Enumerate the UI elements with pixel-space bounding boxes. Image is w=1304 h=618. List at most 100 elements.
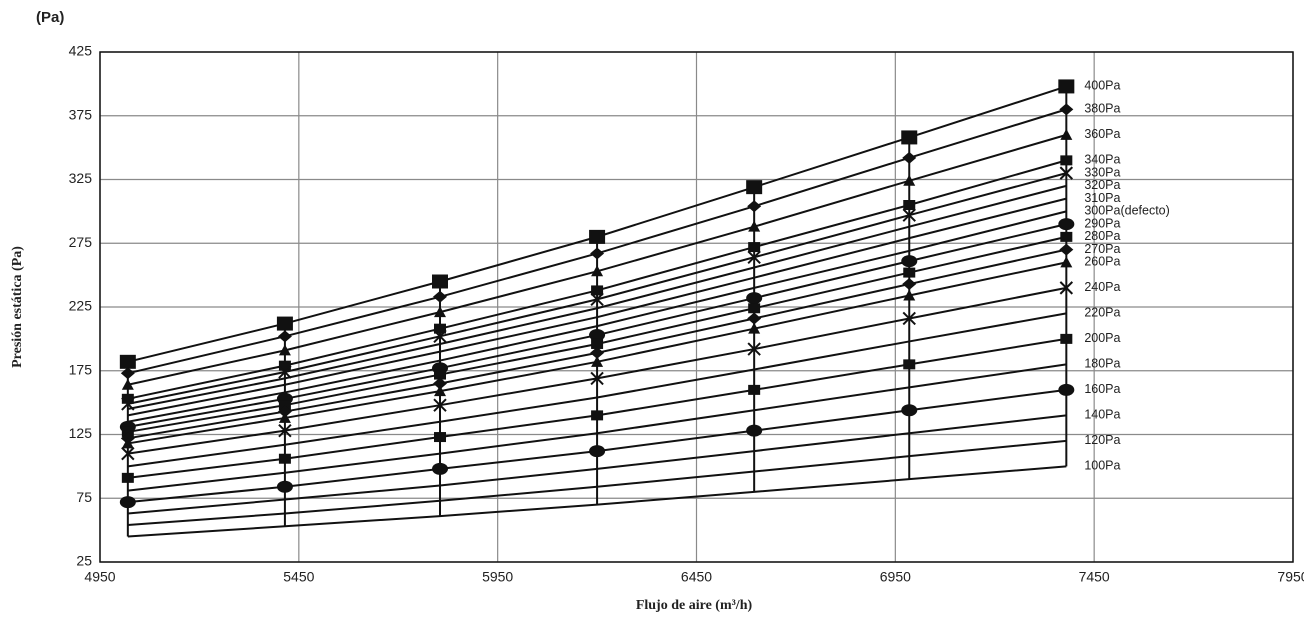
marker — [748, 220, 761, 232]
marker — [278, 411, 291, 423]
y-tick-label: 225 — [69, 298, 93, 314]
marker — [748, 322, 761, 334]
series-label: 300Pa(defecto) — [1084, 204, 1169, 218]
series-label: 360Pa — [1084, 127, 1120, 141]
marker — [590, 346, 605, 359]
marker — [1058, 79, 1075, 94]
series-label: 100Pa — [1084, 459, 1120, 473]
marker — [748, 303, 761, 314]
marker — [746, 180, 763, 195]
x-tick-label: 7950 — [1277, 569, 1304, 585]
x-tick-label: 4950 — [84, 569, 115, 585]
x-tick-label: 6950 — [880, 569, 911, 585]
marker — [433, 290, 448, 303]
marker — [434, 306, 447, 318]
marker — [589, 445, 606, 458]
marker — [590, 371, 604, 386]
series-label: 340Pa — [1084, 153, 1120, 167]
marker — [434, 432, 447, 443]
marker — [903, 289, 916, 301]
marker — [278, 360, 291, 371]
marker — [121, 393, 134, 404]
marker — [432, 274, 449, 289]
marker — [591, 265, 604, 277]
marker — [903, 359, 916, 370]
marker — [591, 285, 604, 296]
marker — [278, 344, 291, 356]
marker — [277, 330, 292, 343]
marker — [901, 404, 918, 417]
series-label: 310Pa — [1084, 191, 1120, 205]
marker — [433, 398, 447, 412]
series-label: 260Pa — [1084, 255, 1120, 269]
marker — [1060, 128, 1073, 140]
marker — [1060, 333, 1073, 344]
y-tick-label: 125 — [69, 425, 93, 441]
marker — [121, 426, 134, 437]
series-label: 220Pa — [1084, 306, 1120, 320]
marker — [902, 311, 916, 326]
marker — [432, 462, 449, 475]
marker — [119, 354, 136, 369]
marker — [121, 472, 134, 483]
marker — [1059, 166, 1074, 180]
x-tick-label: 5950 — [482, 569, 513, 585]
series-label: 290Pa — [1084, 216, 1120, 230]
marker — [433, 377, 448, 390]
marker — [747, 250, 761, 264]
series-line — [127, 312, 1067, 468]
marker — [434, 369, 447, 380]
marker — [120, 367, 135, 380]
series-line — [127, 197, 1067, 417]
marker — [902, 208, 916, 222]
marker — [746, 292, 763, 305]
x-tick-label: 6450 — [681, 569, 712, 585]
marker — [589, 329, 606, 342]
marker — [590, 247, 605, 260]
marker — [278, 453, 291, 464]
marker — [903, 267, 916, 278]
x-tick-label: 7450 — [1079, 569, 1110, 585]
y-tick-label: 175 — [69, 361, 93, 377]
marker — [902, 151, 917, 164]
marker — [121, 378, 134, 390]
y-tick-label: 325 — [69, 170, 93, 186]
marker — [748, 242, 761, 253]
y-tick-label: 275 — [69, 234, 93, 250]
series-line — [127, 439, 1067, 527]
series-label: 330Pa — [1084, 165, 1120, 179]
series-line — [127, 363, 1067, 492]
marker — [1059, 103, 1074, 116]
unit-label: (Pa) — [36, 9, 64, 26]
marker — [903, 174, 916, 186]
marker — [901, 255, 918, 268]
marker — [903, 200, 916, 210]
marker — [434, 385, 447, 397]
series-line — [127, 465, 1067, 538]
marker — [433, 329, 447, 344]
series-label: 280Pa — [1084, 229, 1120, 243]
series-line — [127, 414, 1067, 515]
marker — [1058, 218, 1075, 231]
marker — [1060, 256, 1073, 268]
marker — [1059, 281, 1074, 295]
marker — [276, 316, 293, 331]
y-tick-label: 25 — [76, 553, 92, 569]
y-tick-label: 425 — [69, 43, 93, 59]
marker — [747, 342, 761, 356]
marker — [589, 229, 606, 244]
marker — [746, 424, 763, 437]
series-label: 320Pa — [1084, 178, 1120, 192]
series-label: 200Pa — [1084, 331, 1120, 345]
series-label: 140Pa — [1084, 408, 1120, 422]
marker — [591, 410, 604, 421]
series-label: 120Pa — [1084, 433, 1120, 447]
series-label: 380Pa — [1084, 102, 1120, 116]
marker — [747, 312, 762, 325]
marker — [276, 480, 293, 493]
marker — [1059, 243, 1074, 256]
series-label: 240Pa — [1084, 280, 1120, 294]
marker — [591, 355, 604, 367]
plot-frame — [99, 51, 1294, 563]
